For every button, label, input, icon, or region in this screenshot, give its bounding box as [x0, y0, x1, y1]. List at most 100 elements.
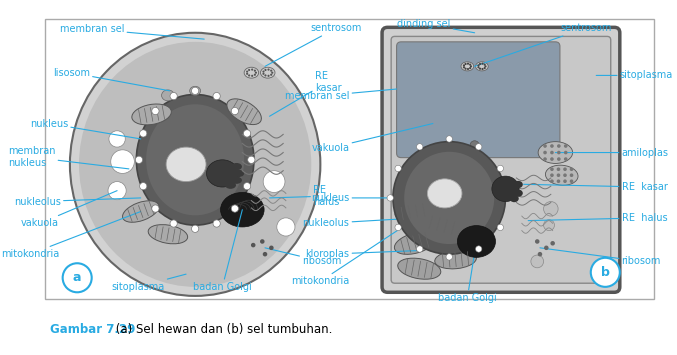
Circle shape: [563, 173, 567, 177]
Circle shape: [497, 165, 504, 171]
Circle shape: [251, 69, 253, 71]
Text: RE  kasar: RE kasar: [523, 182, 668, 192]
Text: ribosom: ribosom: [540, 248, 661, 267]
Circle shape: [416, 246, 423, 252]
Circle shape: [556, 179, 561, 183]
Text: sitoplasma: sitoplasma: [111, 274, 186, 292]
Ellipse shape: [393, 142, 506, 254]
Circle shape: [564, 144, 567, 148]
Text: ribosom: ribosom: [265, 248, 342, 267]
Text: sentrosom: sentrosom: [265, 23, 362, 66]
Circle shape: [570, 173, 573, 177]
Ellipse shape: [79, 42, 311, 287]
Circle shape: [550, 168, 554, 171]
Circle shape: [481, 62, 483, 65]
Circle shape: [446, 136, 452, 142]
Circle shape: [170, 220, 177, 227]
Circle shape: [246, 71, 248, 73]
Circle shape: [505, 195, 511, 201]
Circle shape: [481, 68, 483, 70]
Circle shape: [192, 225, 199, 233]
Ellipse shape: [395, 203, 431, 220]
Ellipse shape: [70, 33, 320, 296]
Text: nukleolus: nukleolus: [14, 197, 141, 207]
Text: badan Golgi: badan Golgi: [438, 241, 497, 303]
Circle shape: [263, 171, 285, 192]
Circle shape: [564, 151, 567, 154]
Circle shape: [395, 224, 401, 231]
Circle shape: [277, 218, 295, 236]
Text: nukleus: nukleus: [311, 193, 419, 203]
Circle shape: [265, 69, 267, 71]
Text: Gambar 7.29: Gambar 7.29: [50, 323, 135, 336]
Ellipse shape: [458, 225, 496, 257]
Text: a: a: [73, 271, 81, 284]
FancyBboxPatch shape: [397, 42, 560, 158]
Ellipse shape: [136, 94, 254, 225]
Circle shape: [463, 64, 465, 66]
Circle shape: [269, 246, 274, 250]
Circle shape: [232, 108, 238, 115]
Circle shape: [557, 157, 561, 161]
Ellipse shape: [231, 163, 242, 170]
Circle shape: [550, 179, 554, 183]
Circle shape: [463, 66, 465, 69]
Text: sitoplasma: sitoplasma: [596, 70, 673, 81]
Circle shape: [485, 65, 487, 67]
Circle shape: [543, 144, 547, 148]
Text: sentrosom: sentrosom: [475, 23, 611, 66]
Circle shape: [248, 69, 250, 71]
Circle shape: [563, 179, 567, 183]
Circle shape: [251, 75, 253, 77]
Circle shape: [570, 168, 573, 171]
Circle shape: [483, 64, 486, 66]
Circle shape: [475, 144, 482, 150]
Ellipse shape: [190, 86, 200, 95]
Ellipse shape: [475, 62, 488, 71]
Ellipse shape: [227, 99, 261, 125]
Ellipse shape: [206, 160, 238, 187]
Circle shape: [550, 157, 554, 161]
Ellipse shape: [123, 201, 159, 222]
Circle shape: [248, 156, 255, 163]
Circle shape: [538, 252, 542, 256]
Circle shape: [111, 150, 134, 173]
Circle shape: [464, 67, 466, 70]
FancyBboxPatch shape: [382, 27, 620, 292]
Text: (a) Sel hewan dan (b) sel tumbuhan.: (a) Sel hewan dan (b) sel tumbuhan.: [112, 323, 332, 336]
Circle shape: [467, 62, 469, 65]
Ellipse shape: [395, 232, 435, 254]
Circle shape: [564, 157, 567, 161]
Circle shape: [152, 205, 159, 212]
Ellipse shape: [162, 90, 174, 101]
Circle shape: [475, 246, 482, 252]
Ellipse shape: [231, 176, 242, 184]
Circle shape: [271, 72, 274, 74]
Text: membran
nukleus: membran nukleus: [8, 146, 129, 169]
Ellipse shape: [404, 152, 494, 244]
Circle shape: [556, 168, 561, 171]
Text: vakuola: vakuola: [311, 124, 433, 153]
Ellipse shape: [244, 67, 259, 78]
Circle shape: [248, 74, 250, 77]
Circle shape: [591, 258, 620, 287]
Text: membran sel: membran sel: [285, 89, 397, 101]
Circle shape: [135, 156, 143, 163]
Text: lisosom: lisosom: [53, 68, 170, 91]
Circle shape: [477, 64, 479, 66]
Text: badan Golgi: badan Golgi: [193, 210, 252, 292]
Ellipse shape: [546, 165, 578, 185]
Circle shape: [544, 220, 554, 231]
Circle shape: [467, 68, 469, 70]
Text: membran sel: membran sel: [60, 24, 204, 39]
Circle shape: [254, 70, 256, 72]
Ellipse shape: [261, 67, 275, 78]
Text: RE
halus: RE halus: [269, 185, 339, 207]
Circle shape: [254, 73, 256, 76]
Circle shape: [557, 151, 561, 154]
Circle shape: [535, 239, 540, 244]
Circle shape: [483, 67, 486, 69]
Circle shape: [387, 195, 393, 201]
Circle shape: [244, 130, 250, 137]
Circle shape: [263, 252, 267, 256]
